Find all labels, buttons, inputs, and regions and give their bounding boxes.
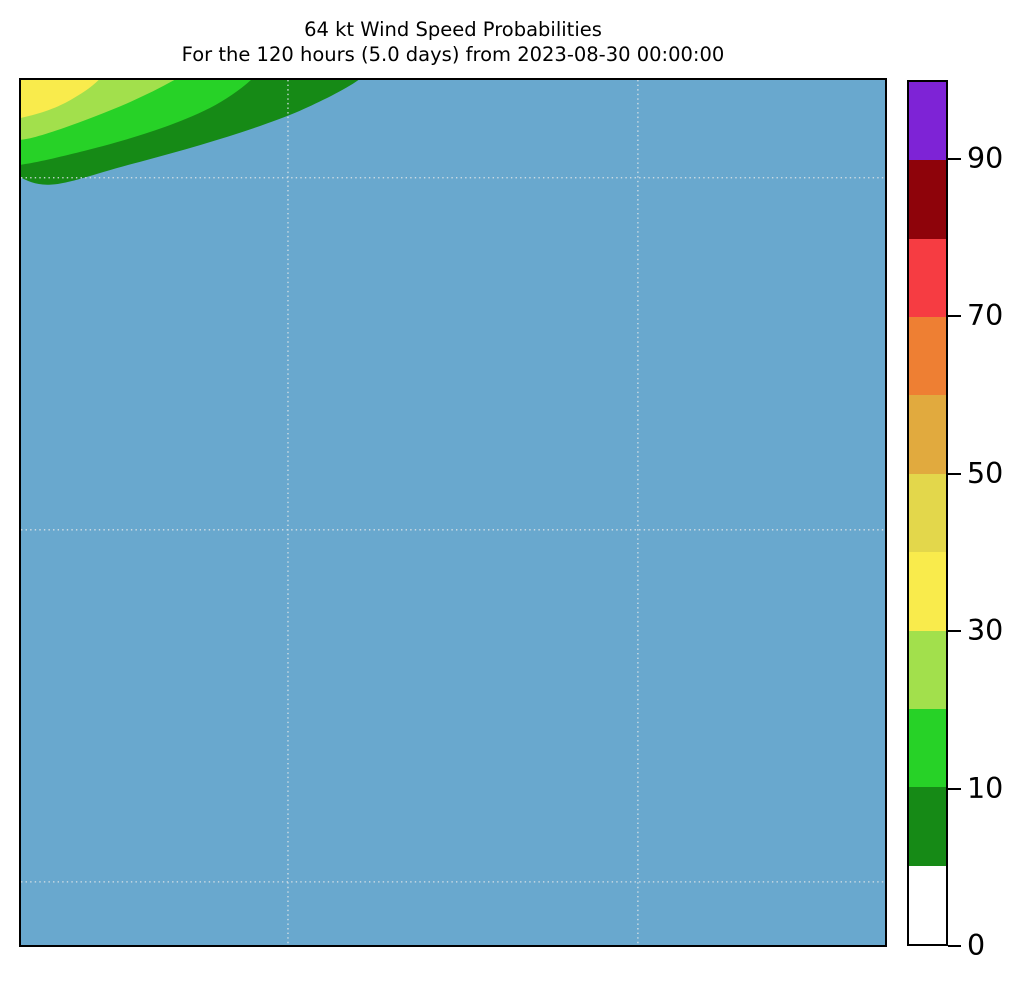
map-plot-area bbox=[19, 78, 887, 947]
colorbar bbox=[907, 80, 948, 946]
colorbar-segment bbox=[909, 473, 946, 553]
colorbar-tick bbox=[948, 945, 961, 947]
colorbar-segment bbox=[909, 82, 946, 161]
colorbar-segment bbox=[909, 630, 946, 709]
chart-title: 64 kt Wind Speed Probabilities bbox=[304, 18, 602, 41]
colorbar-tick bbox=[948, 630, 961, 633]
title-block: 64 kt Wind Speed Probabilities For the 1… bbox=[19, 17, 887, 67]
colorbar-tick-label: 50 bbox=[967, 456, 1004, 490]
colorbar-segment bbox=[909, 238, 946, 318]
colorbar-segment bbox=[909, 395, 946, 474]
map-canvas bbox=[21, 80, 885, 945]
ocean-background bbox=[21, 80, 885, 945]
colorbar-tick-label: 90 bbox=[967, 141, 1004, 175]
colorbar-segment bbox=[909, 160, 946, 239]
colorbar-segment bbox=[909, 552, 946, 631]
colorbar-tick bbox=[948, 157, 961, 160]
colorbar-tick bbox=[948, 787, 961, 790]
colorbar-tick-label: 70 bbox=[967, 299, 1004, 333]
colorbar-segment bbox=[909, 787, 946, 866]
contour-band-30-40 bbox=[21, 80, 99, 118]
chart-subtitle: For the 120 hours (5.0 days) from 2023-0… bbox=[181, 43, 725, 66]
colorbar-tick bbox=[948, 472, 961, 475]
colorbar-tick-label: 30 bbox=[967, 614, 1004, 648]
gridlines bbox=[21, 80, 885, 945]
colorbar-segment bbox=[909, 317, 946, 396]
colorbar-segment bbox=[909, 865, 946, 944]
colorbar-tick-label: 10 bbox=[967, 771, 1004, 805]
colorbar-segment bbox=[909, 708, 946, 788]
colorbar-tick-label: 0 bbox=[967, 929, 986, 962]
colorbar-tick bbox=[948, 315, 961, 318]
